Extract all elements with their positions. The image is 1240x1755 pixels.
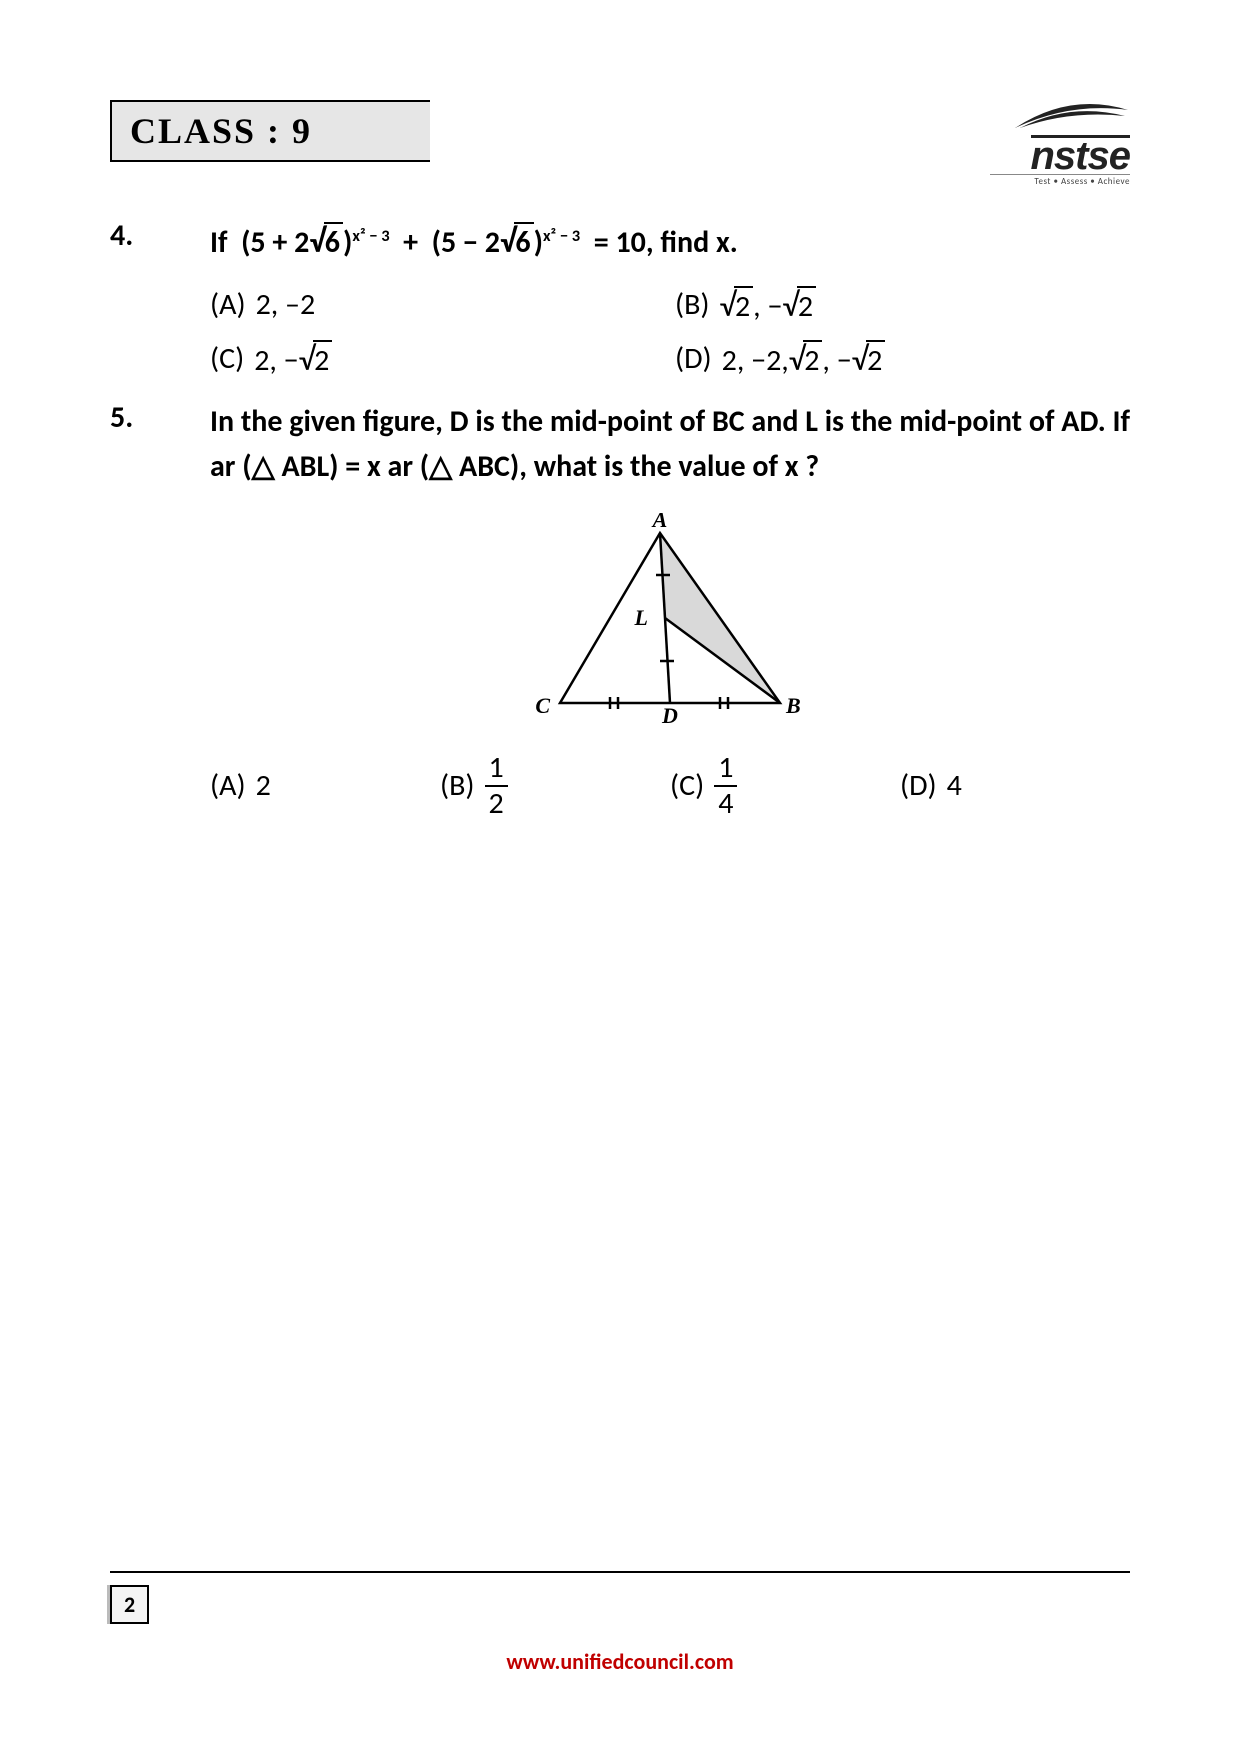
page-number: 2 bbox=[110, 1585, 149, 1624]
page: CLASS : 9 nstse Test • Assess • Achieve … bbox=[0, 0, 1240, 1755]
footer: 2 www.unifiedcouncil.com bbox=[110, 1571, 1130, 1675]
radicand: 2 bbox=[313, 340, 332, 379]
exponent: x² − 3 bbox=[352, 226, 389, 246]
expr-part: 5 − 2 bbox=[441, 224, 500, 261]
numerator: 1 bbox=[714, 753, 737, 785]
options-grid: (A) 2, –2 (B) 2, −2 (C) 2, −2 (D) bbox=[210, 285, 1130, 379]
text: 2, − bbox=[254, 342, 298, 379]
logo: nstse Test • Assess • Achieve bbox=[990, 100, 1130, 187]
radicand: 2 bbox=[797, 286, 816, 325]
stem-word: If bbox=[210, 224, 228, 261]
question-5: 5. In the given figure, D is the mid-poi… bbox=[110, 399, 1130, 819]
question-4: 4. If (5 + 26)x² − 3 + (5 − 26)x² − 3 = … bbox=[110, 217, 1130, 379]
radicand: 2 bbox=[866, 340, 885, 379]
options-row: (A) 2 (B) 1 2 (C) 1 4 bbox=[210, 753, 1130, 819]
option-label: (A) bbox=[210, 767, 246, 804]
stem-word: = 10, find x. bbox=[594, 224, 738, 261]
question-stem: If (5 + 26)x² − 3 + (5 − 26)x² − 3 = 10,… bbox=[210, 217, 1130, 267]
triangle-figure: A B C D L bbox=[210, 513, 1130, 733]
option-value: 2, −2 bbox=[720, 285, 817, 325]
option-label: (D) bbox=[900, 767, 937, 804]
fraction: 1 4 bbox=[714, 753, 737, 819]
radicand: 2 bbox=[803, 340, 822, 379]
logo-swoosh-icon bbox=[1010, 100, 1130, 130]
vertex-a: A bbox=[651, 513, 668, 532]
question-number: 5. bbox=[110, 399, 210, 819]
option-value: 2, –2 bbox=[256, 286, 316, 323]
question-body: If (5 + 26)x² − 3 + (5 − 26)x² − 3 = 10,… bbox=[210, 217, 1130, 379]
option-label: (A) bbox=[210, 286, 246, 323]
logo-name: nstse bbox=[1031, 135, 1131, 172]
option-value: 2, − 2 bbox=[254, 339, 332, 379]
vertex-b: B bbox=[785, 693, 801, 718]
logo-text: nstse bbox=[990, 135, 1130, 172]
option-b: (B) 1 2 bbox=[440, 753, 670, 819]
denominator: 2 bbox=[485, 785, 508, 819]
option-label: (C) bbox=[210, 340, 244, 377]
option-c: (C) 2, − 2 bbox=[210, 339, 665, 379]
option-d: (D) 2, −2,2, −2 bbox=[675, 339, 1130, 379]
option-value: 2, −2,2, −2 bbox=[722, 339, 886, 379]
footer-url: www.unifiedcouncil.com bbox=[110, 1648, 1130, 1675]
header: CLASS : 9 nstse Test • Assess • Achieve bbox=[110, 100, 1130, 187]
vertex-c: C bbox=[535, 693, 550, 718]
question-number: 4. bbox=[110, 217, 210, 379]
option-a: (A) 2 bbox=[210, 753, 440, 819]
vertex-l: L bbox=[634, 605, 648, 630]
option-c: (C) 1 4 bbox=[670, 753, 900, 819]
separator: , − bbox=[753, 288, 782, 325]
radicand: 2 bbox=[734, 286, 753, 325]
fraction: 1 2 bbox=[485, 753, 508, 819]
option-value: 4 bbox=[947, 767, 962, 804]
triangle-svg: A B C D L bbox=[530, 513, 810, 733]
numerator: 1 bbox=[485, 753, 508, 785]
option-b: (B) 2, −2 bbox=[675, 285, 1130, 325]
option-value: 2 bbox=[256, 767, 271, 804]
class-banner: CLASS : 9 bbox=[110, 100, 430, 162]
radicand: 6 bbox=[324, 222, 343, 261]
separator: , − bbox=[822, 342, 851, 379]
question-stem: In the given figure, D is the mid-point … bbox=[210, 399, 1130, 489]
option-label: (D) bbox=[675, 340, 712, 377]
option-label: (C) bbox=[670, 767, 704, 804]
question-body: In the given figure, D is the mid-point … bbox=[210, 399, 1130, 819]
expr-part: 5 + 2 bbox=[250, 224, 309, 261]
text: 2, −2, bbox=[722, 342, 789, 379]
option-label: (B) bbox=[675, 286, 710, 323]
plus-sign: + bbox=[403, 224, 418, 261]
radicand: 6 bbox=[514, 222, 533, 261]
option-a: (A) 2, –2 bbox=[210, 285, 665, 325]
vertex-d: D bbox=[661, 703, 678, 728]
exponent: x² − 3 bbox=[543, 226, 580, 246]
denominator: 4 bbox=[714, 785, 737, 819]
logo-tagline: Test • Assess • Achieve bbox=[990, 174, 1130, 187]
option-d: (D) 4 bbox=[900, 753, 1130, 819]
option-label: (B) bbox=[440, 767, 475, 804]
